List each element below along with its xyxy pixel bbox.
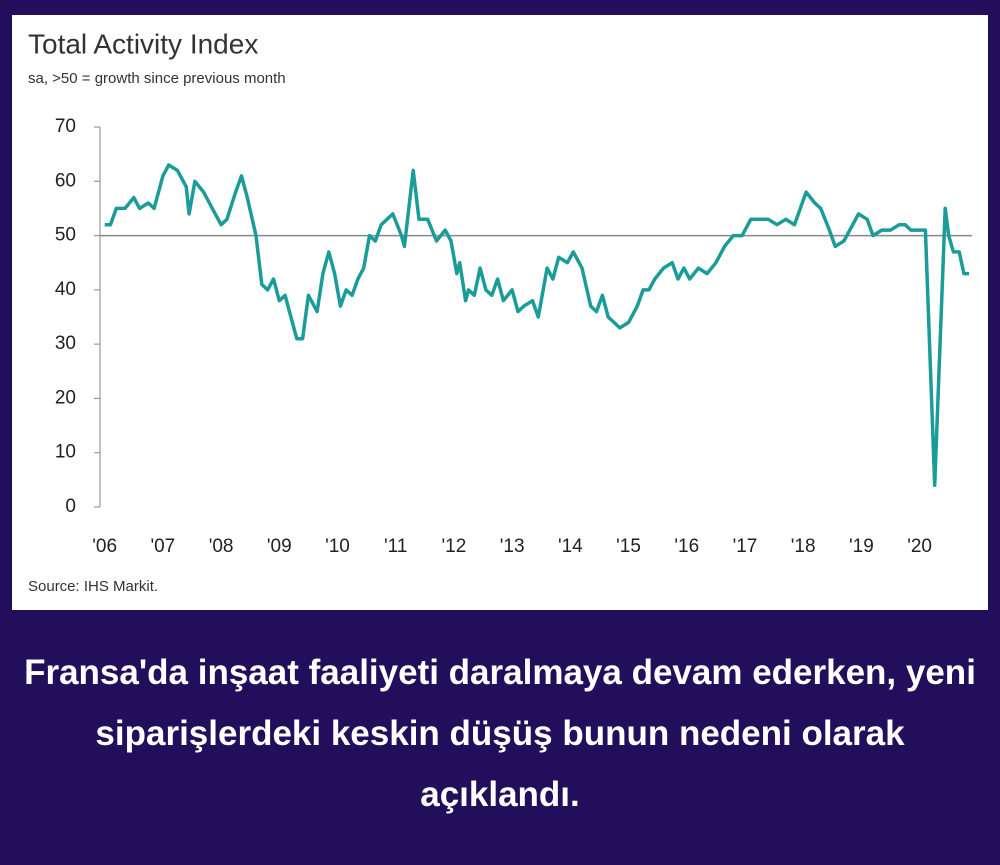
y-tick-label: 20: [55, 387, 76, 408]
chart-title: Total Activity Index: [28, 28, 258, 59]
x-tick-label: '06: [92, 536, 117, 557]
x-tick-label: '07: [150, 536, 175, 557]
x-tick-label: '18: [791, 536, 816, 557]
chart-subtitle: sa, >50 = growth since previous month: [28, 70, 286, 87]
y-tick-label: 0: [65, 496, 76, 517]
chart: Total Activity Index sa, >50 = growth si…: [12, 15, 988, 610]
x-tick-label: '12: [442, 536, 467, 557]
x-tick-label: '15: [616, 536, 641, 557]
chart-source: Source: IHS Markit.: [28, 578, 158, 595]
y-tick-label: 30: [55, 333, 76, 354]
x-tick-label: '13: [500, 536, 525, 557]
y-tick-label: 60: [55, 170, 76, 191]
x-tick-label: '09: [267, 536, 292, 557]
y-tick-label: 70: [55, 116, 76, 137]
caption: Fransa'da inşaat faaliyeti daralmaya dev…: [24, 653, 976, 814]
x-tick-label: '16: [674, 536, 699, 557]
x-tick-label: '17: [733, 536, 758, 557]
chart-panel: [12, 15, 988, 610]
data-line: [104, 163, 970, 488]
x-tick-label: '10: [325, 536, 350, 557]
y-tick-label: 40: [55, 279, 76, 300]
x-tick-label: '14: [558, 536, 583, 557]
x-tick-label: '11: [384, 536, 407, 557]
x-tick-label: '19: [849, 536, 874, 557]
y-tick-label: 10: [55, 442, 76, 463]
y-tick-label: 50: [55, 225, 76, 246]
x-tick-label: '20: [907, 536, 932, 557]
x-tick-label: '08: [209, 536, 234, 557]
